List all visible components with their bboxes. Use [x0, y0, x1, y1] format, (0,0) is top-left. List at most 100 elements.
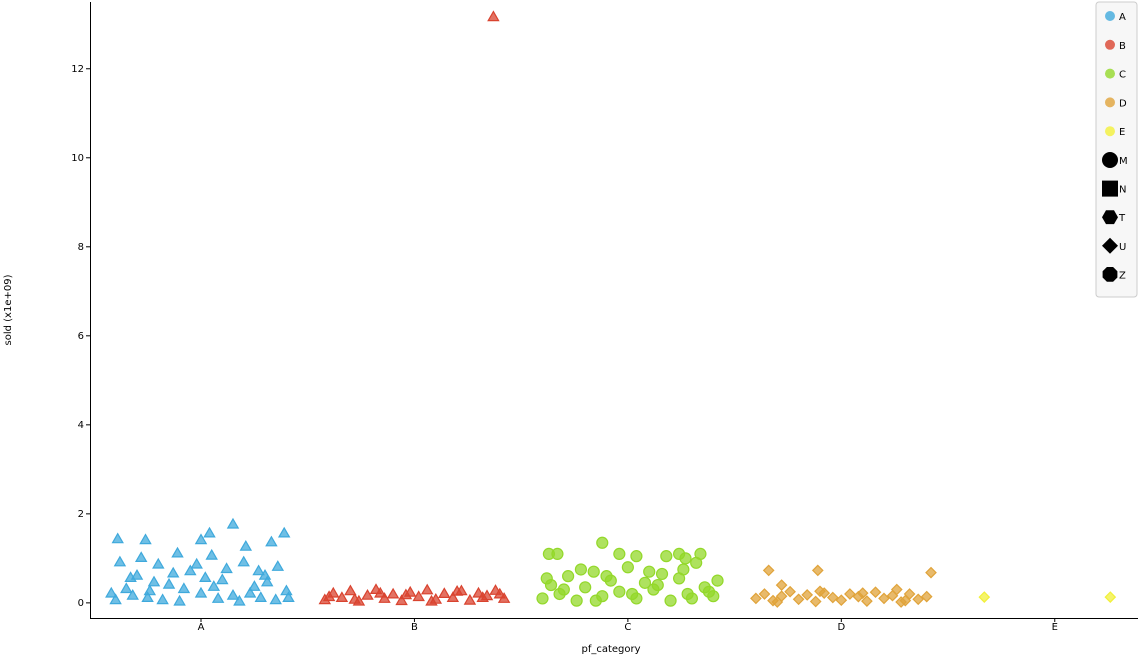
data-point: [254, 591, 267, 603]
data-point: [626, 587, 639, 601]
data-point: [826, 591, 839, 604]
data-point: [638, 576, 652, 589]
data-point: [679, 552, 692, 565]
legend-label: A: [1119, 12, 1126, 23]
legend-swatch: [1105, 126, 1115, 137]
data-point: [237, 555, 250, 567]
data-point: [152, 557, 165, 569]
data-point: [493, 587, 507, 599]
legend-shape: [1102, 210, 1118, 225]
y-tick-label: 10: [71, 153, 84, 164]
data-point: [890, 583, 903, 596]
legend-label: N: [1119, 185, 1126, 196]
data-point: [878, 592, 890, 605]
data-point: [702, 585, 716, 598]
data-point: [344, 584, 357, 596]
data-point: [420, 583, 434, 595]
data-point: [248, 580, 261, 591]
data-point: [589, 594, 602, 607]
data-point: [685, 592, 699, 605]
data-point: [750, 592, 762, 605]
data-point: [130, 569, 144, 580]
data-point: [243, 586, 257, 598]
data-point: [335, 591, 349, 603]
y-tick-label: 0: [78, 598, 84, 609]
data-point: [134, 551, 148, 563]
data-point: [190, 557, 203, 569]
legend-label: E: [1119, 127, 1125, 138]
data-point: [587, 565, 600, 578]
legend-swatch: [1105, 68, 1115, 79]
legend-swatch: [1105, 97, 1115, 108]
data-point: [269, 593, 282, 605]
data-point: [903, 588, 916, 600]
data-point: [205, 548, 218, 560]
data-point: [348, 593, 361, 604]
y-tick-label: 2: [78, 509, 84, 520]
data-point: [579, 581, 592, 594]
data-point: [166, 566, 180, 578]
data-point: [536, 592, 549, 605]
data-point: [395, 594, 408, 606]
data-point: [476, 591, 489, 603]
legend-shape: [1102, 237, 1118, 254]
data-point: [630, 550, 643, 563]
data-point: [425, 594, 438, 606]
data-point: [694, 547, 707, 561]
data-point: [199, 571, 212, 583]
data-point: [664, 594, 677, 607]
data-point: [216, 573, 229, 585]
data-point: [124, 571, 137, 583]
data-point: [113, 555, 127, 567]
data-point: [211, 592, 225, 603]
x-tick-label: B: [411, 622, 418, 633]
data-point: [557, 583, 570, 596]
data-point: [177, 582, 191, 594]
data-point: [660, 550, 673, 563]
legend-label: D: [1119, 98, 1127, 109]
data-point: [613, 547, 626, 561]
data-point: [143, 584, 157, 596]
data-point: [162, 577, 176, 589]
data-point: [239, 540, 253, 551]
data-point: [899, 594, 912, 607]
data-point: [226, 589, 240, 600]
data-point: [775, 579, 788, 591]
data-point: [801, 589, 814, 601]
data-point: [105, 586, 118, 598]
legend-shape: [1102, 152, 1118, 168]
data-point: [711, 574, 724, 587]
data-point: [540, 572, 553, 585]
data-point: [596, 536, 609, 549]
data-point: [386, 587, 400, 599]
data-point: [655, 567, 669, 581]
data-point: [621, 561, 634, 574]
legend-label: Z: [1119, 270, 1126, 281]
x-tick-label: C: [624, 622, 631, 633]
legend-label: T: [1118, 213, 1126, 224]
data-point: [651, 578, 664, 592]
data-point: [762, 564, 775, 577]
data-point: [446, 591, 460, 603]
data-point: [613, 585, 626, 598]
data-point: [109, 593, 122, 605]
data-point: [861, 595, 873, 607]
legend-label: B: [1119, 41, 1126, 52]
data-point: [869, 586, 882, 599]
x-tick-label: E: [1052, 622, 1058, 633]
data-point: [835, 594, 848, 607]
data-point: [487, 10, 500, 22]
data-point: [758, 588, 771, 600]
data-point: [438, 587, 451, 599]
data-point: [600, 570, 613, 583]
y-tick-label: 4: [78, 420, 84, 431]
data-point: [194, 586, 208, 598]
legend-swatch: [1105, 11, 1115, 21]
y-tick-label: 12: [71, 64, 84, 75]
data-point: [912, 593, 925, 606]
data-point: [925, 566, 937, 579]
data-point: [551, 547, 564, 561]
y-axis-label: sold (x1e+09): [3, 274, 14, 345]
data-point: [643, 565, 656, 578]
data-point: [412, 590, 425, 602]
